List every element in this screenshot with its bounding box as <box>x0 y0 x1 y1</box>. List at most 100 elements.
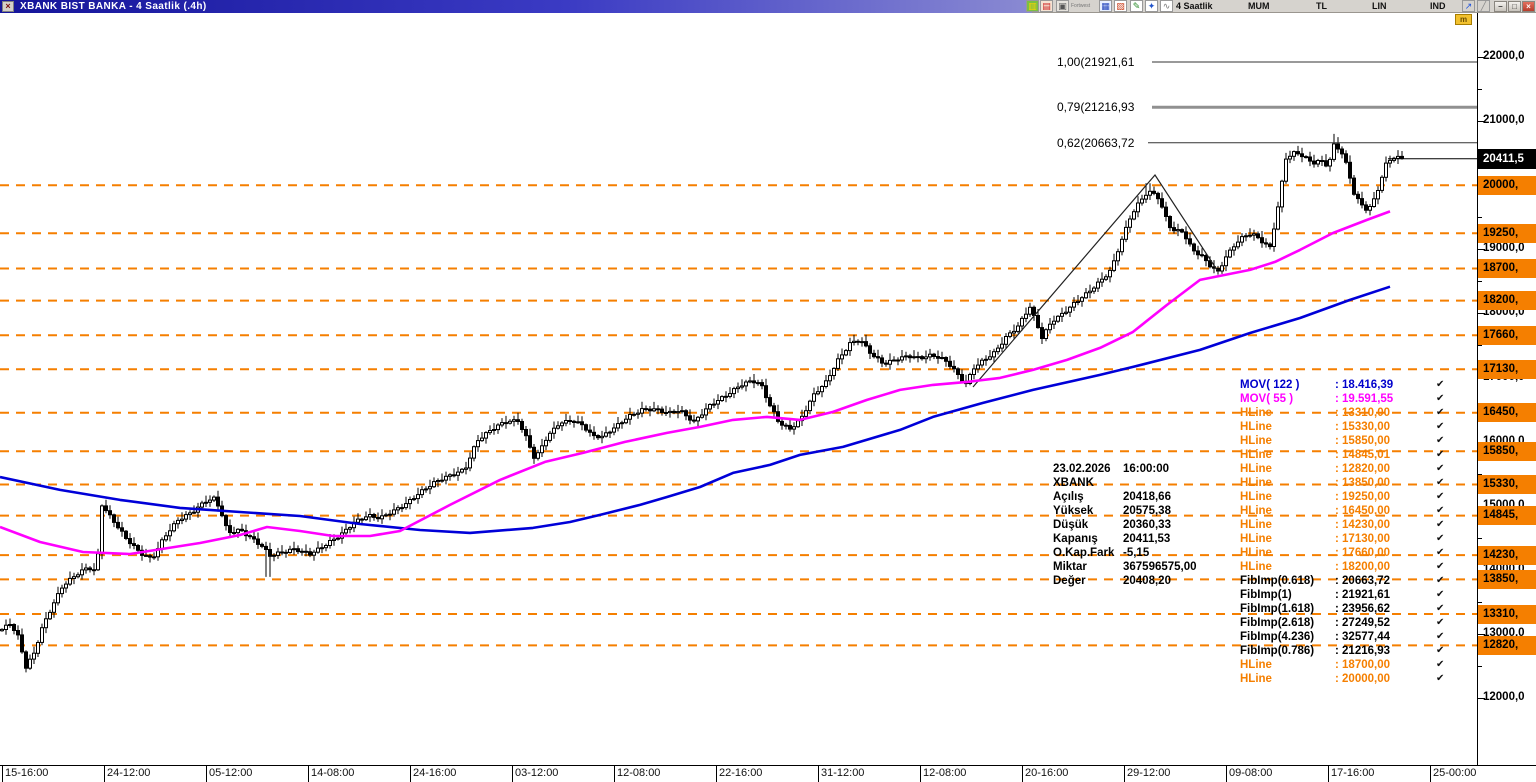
info-row: 23.02.2026 16:00:00 <box>1053 463 1243 477</box>
toolbar-button-tl[interactable]: TL <box>1316 1 1327 11</box>
time-axis-label: 15-16:00 <box>5 767 49 779</box>
pencil-icon[interactable]: ✎ <box>1130 0 1143 12</box>
legend-value: : 19.591,55 <box>1335 393 1394 405</box>
compass-icon[interactable]: ✦ <box>1145 0 1158 12</box>
time-axis-label: 14-08:00 <box>311 767 355 779</box>
info-label: Düşük <box>1053 519 1089 531</box>
time-axis-label: 12-08:00 <box>617 767 661 779</box>
marker-icon[interactable]: m <box>1455 14 1472 25</box>
legend-check-icon[interactable]: ✔ <box>1436 491 1445 502</box>
legend-check-icon[interactable]: ✔ <box>1436 645 1445 656</box>
chart-area[interactable]: 1,00(21921,61 0,79(21216,93 0,62(20663,72 … <box>0 13 1477 765</box>
legend-name: FibImp(0.618) <box>1240 575 1315 587</box>
legend-check-icon[interactable]: ✔ <box>1436 631 1445 642</box>
legend-check-icon[interactable]: ✔ <box>1436 603 1445 614</box>
info-value: 16:00:00 <box>1123 463 1170 475</box>
legend-name: HLine <box>1240 463 1272 475</box>
info-row: Miktar 367596575,00 <box>1053 561 1243 575</box>
hline-price-box: 13850, <box>1478 569 1536 589</box>
price-axis-label: 19000,0 <box>1483 242 1525 255</box>
legend-name: HLine <box>1240 435 1272 447</box>
legend-row: HLine: 20000,00 ✔ <box>1240 673 1452 687</box>
legend-name: FibImp(2.618) <box>1240 617 1315 629</box>
legend-value: : 21216,93 <box>1335 645 1390 657</box>
minimize-button[interactable]: – <box>1494 1 1507 12</box>
time-axis-tick <box>1328 766 1329 782</box>
toolbar-tiny-label[interactable]: Fortwest <box>1071 3 1091 9</box>
legend-check-icon[interactable]: ✔ <box>1436 463 1445 474</box>
legend-check-icon[interactable]: ✔ <box>1436 421 1445 432</box>
window-title: XBANK BIST BANKA - 4 Saatlik (.4h) <box>20 1 207 12</box>
legend-name: HLine <box>1240 561 1272 573</box>
hline-price-box: 19250, <box>1478 223 1536 243</box>
legend-check-icon[interactable]: ✔ <box>1436 519 1445 530</box>
info-label: XBANK <box>1053 477 1094 489</box>
legend-check-icon[interactable]: ✔ <box>1436 533 1445 544</box>
legend-check-icon[interactable]: ✔ <box>1436 547 1445 558</box>
time-axis-label: 03-12:00 <box>515 767 559 779</box>
alarm-icon[interactable]: ▤ <box>1040 0 1053 12</box>
window-icon[interactable]: ▣ <box>1056 0 1069 12</box>
legend-check-icon[interactable]: ✔ <box>1436 617 1445 628</box>
quote-list-icon[interactable]: ▥ <box>1026 0 1039 12</box>
legend-row: FibImp(1.618): 23956,62 ✔ <box>1240 603 1452 617</box>
toolbar-button-ind[interactable]: IND <box>1430 1 1446 11</box>
time-axis-label: 22-16:00 <box>719 767 763 779</box>
legend-name: HLine <box>1240 547 1272 559</box>
grid-icon[interactable]: ▦ <box>1099 0 1112 12</box>
last-price-box: 20411,5 <box>1478 148 1536 169</box>
legend-check-icon[interactable]: ✔ <box>1436 575 1445 586</box>
panel-close-icon[interactable]: × <box>2 1 14 12</box>
legend-check-icon[interactable]: ✔ <box>1436 449 1445 460</box>
price-axis[interactable]: 22000,021000,019000,018000,017000,016000… <box>1477 13 1536 765</box>
legend-check-icon[interactable]: ✔ <box>1436 379 1445 390</box>
legend-name: HLine <box>1240 491 1272 503</box>
candles-layer <box>0 133 1404 673</box>
time-axis-tick <box>308 766 309 782</box>
time-axis-tick <box>1226 766 1227 782</box>
hline-price-box: 12820, <box>1478 635 1536 655</box>
close-button[interactable]: × <box>1522 1 1535 12</box>
tools-icon[interactable]: ╱ <box>1477 0 1490 12</box>
legend-check-icon[interactable]: ✔ <box>1436 477 1445 488</box>
legend-check-icon[interactable]: ✔ <box>1436 505 1445 516</box>
legend-value: : 18700,00 <box>1335 659 1390 671</box>
wave-icon[interactable]: ∿ <box>1160 0 1173 12</box>
restore-button[interactable]: □ <box>1508 1 1521 12</box>
price-axis-minor-tick <box>1478 217 1482 219</box>
legend-check-icon[interactable]: ✔ <box>1436 673 1445 684</box>
legend-row: HLine: 17660,00 ✔ <box>1240 547 1452 561</box>
legend-check-icon[interactable]: ✔ <box>1436 659 1445 670</box>
legend-row: HLine: 16450,00 ✔ <box>1240 505 1452 519</box>
legend-row: MOV( 122 ): 18.416,39 ✔ <box>1240 379 1452 393</box>
time-axis-label: 29-12:00 <box>1127 767 1171 779</box>
legend-check-icon[interactable]: ✔ <box>1436 393 1445 404</box>
info-label: Yüksek <box>1053 505 1094 517</box>
draw-arrow-icon[interactable]: ↗ <box>1462 0 1475 12</box>
legend-value: : 21921,61 <box>1335 589 1390 601</box>
legend-name: HLine <box>1240 421 1272 433</box>
price-axis-tick <box>1478 57 1485 58</box>
time-axis-label: 09-08:00 <box>1229 767 1273 779</box>
indicator-legend: MOV( 122 ): 18.416,39 ✔ MOV( 55 ) : 19.591,… <box>1240 379 1452 687</box>
hline-price-box: 14845, <box>1478 506 1536 526</box>
legend-check-icon[interactable]: ✔ <box>1436 561 1445 572</box>
legend-name: MOV( 55 ) <box>1240 393 1294 405</box>
legend-check-icon[interactable]: ✔ <box>1436 589 1445 600</box>
period-label[interactable]: 4 Saatlik <box>1176 1 1213 11</box>
multi-chart-icon[interactable]: ▧ <box>1114 0 1127 12</box>
legend-check-icon[interactable]: ✔ <box>1436 435 1445 446</box>
time-axis-tick <box>1124 766 1125 782</box>
time-axis[interactable]: 15-16:00 24-12:00 05-12:00 14-08:00 24-16:00… <box>0 765 1536 782</box>
legend-check-icon[interactable]: ✔ <box>1436 407 1445 418</box>
legend-value: : 14845,01 <box>1335 449 1390 461</box>
time-axis-tick <box>1022 766 1023 782</box>
toolbar-button-lin[interactable]: LIN <box>1372 1 1387 11</box>
price-axis-label: 22000,0 <box>1483 50 1525 62</box>
time-axis-label: 17-16:00 <box>1331 767 1375 779</box>
legend-value: : 17130,00 <box>1335 533 1390 545</box>
legend-row: MOV( 55 ) : 19.591,55 ✔ <box>1240 393 1452 407</box>
candlestick-chart[interactable] <box>0 0 1477 782</box>
toolbar-button-mum[interactable]: MUM <box>1248 1 1270 11</box>
